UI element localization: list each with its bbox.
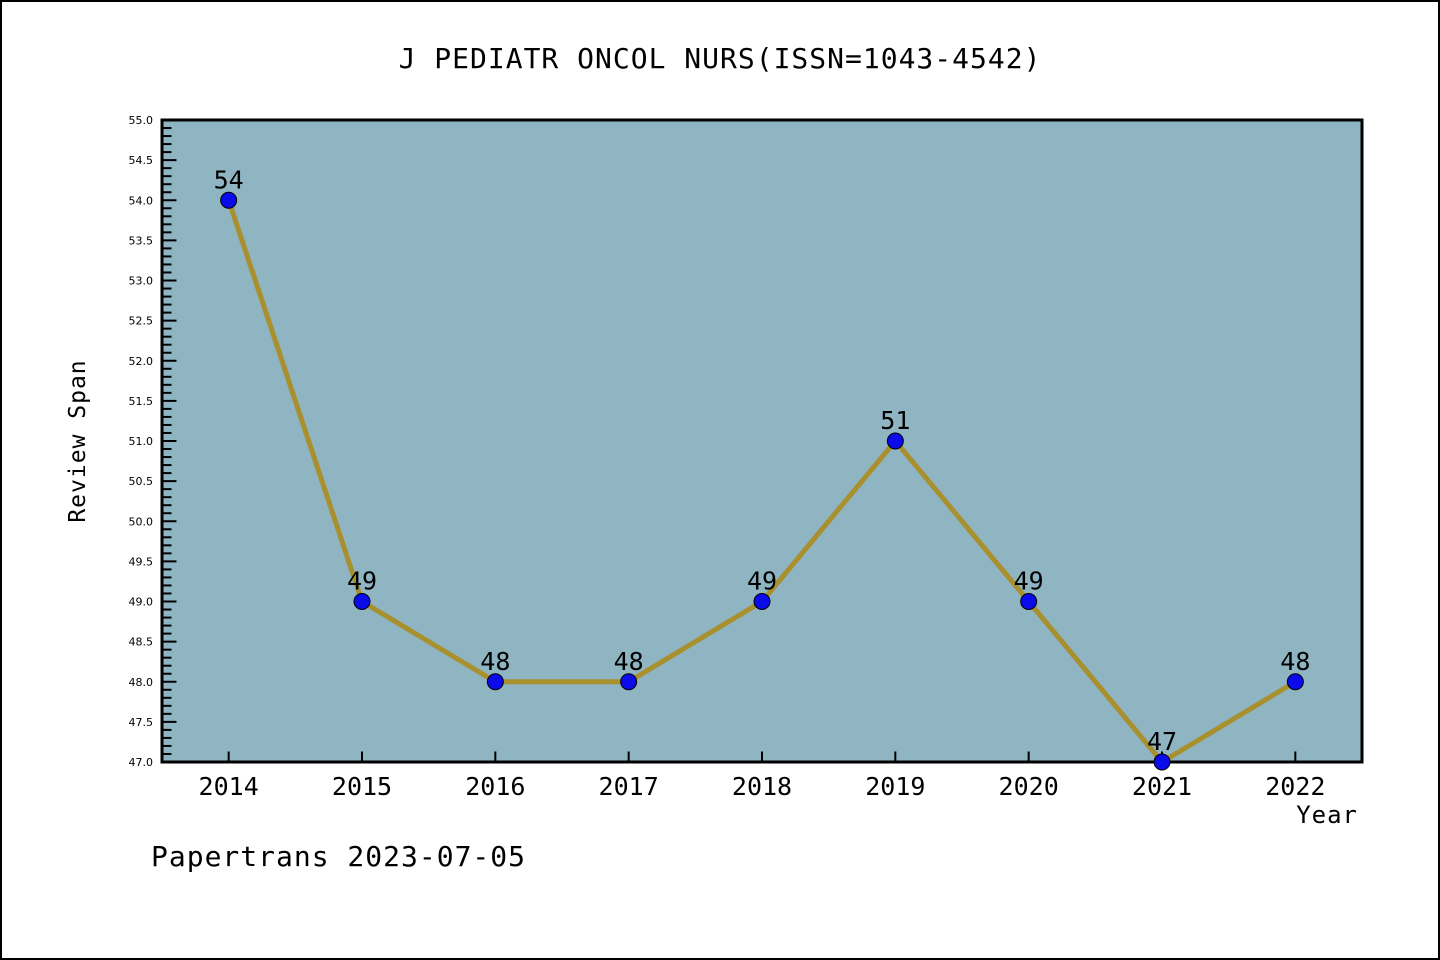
data-point-label: 48 bbox=[1280, 647, 1310, 676]
x-tick-label: 2016 bbox=[465, 772, 525, 801]
x-tick-label: 2019 bbox=[865, 772, 925, 801]
x-tick-label: 2017 bbox=[599, 772, 659, 801]
y-axis-label: Review Span bbox=[65, 359, 91, 523]
data-point-label: 48 bbox=[480, 647, 510, 676]
y-tick-label: 54.0 bbox=[129, 194, 154, 207]
y-tick-label: 53.5 bbox=[129, 234, 154, 247]
x-tick-label: 2022 bbox=[1265, 772, 1325, 801]
footer-text: Papertrans 2023-07-05 bbox=[151, 840, 527, 873]
data-point-label: 51 bbox=[880, 406, 910, 435]
data-point bbox=[753, 593, 771, 610]
plot-background bbox=[160, 118, 1364, 764]
x-tick-label: 2021 bbox=[1132, 772, 1192, 801]
y-tick-label: 52.0 bbox=[129, 355, 154, 368]
data-point bbox=[1153, 753, 1171, 771]
data-point bbox=[886, 432, 904, 450]
x-tick-label: 2015 bbox=[332, 772, 392, 801]
data-point bbox=[620, 673, 638, 691]
chart-title: J PEDIATR ONCOL NURS(ISSN=1043-4542) bbox=[398, 42, 1042, 75]
data-point bbox=[1286, 673, 1304, 691]
x-tick-label: 2018 bbox=[732, 772, 792, 801]
y-tick-label: 51.0 bbox=[129, 435, 154, 448]
y-tick-label: 53.0 bbox=[129, 275, 154, 288]
data-point bbox=[220, 191, 238, 209]
y-tick-label: 49.5 bbox=[129, 555, 154, 568]
data-point-label: 48 bbox=[614, 647, 644, 676]
y-tick-label: 51.5 bbox=[129, 395, 154, 408]
x-axis-label: Year bbox=[1296, 801, 1358, 829]
x-tick-label: 2020 bbox=[999, 772, 1059, 801]
y-tick-label: 47.5 bbox=[129, 716, 154, 729]
y-tick-label: 54.5 bbox=[129, 154, 154, 167]
y-tick-label: 48.0 bbox=[129, 676, 154, 689]
data-point bbox=[486, 673, 504, 691]
data-point bbox=[353, 593, 371, 610]
data-point-label: 49 bbox=[747, 567, 777, 596]
data-point-label: 49 bbox=[347, 567, 377, 596]
data-point bbox=[1020, 593, 1038, 610]
y-tick-label: 50.0 bbox=[129, 515, 154, 528]
y-tick-label: 55.0 bbox=[129, 114, 154, 127]
data-point-label: 47 bbox=[1147, 727, 1177, 756]
y-tick-label: 50.5 bbox=[129, 475, 154, 488]
y-tick-label: 49.0 bbox=[129, 596, 154, 609]
y-tick-label: 52.5 bbox=[129, 315, 154, 328]
data-point-label: 49 bbox=[1014, 567, 1044, 596]
x-tick-label: 2014 bbox=[199, 772, 259, 801]
y-tick-label: 48.5 bbox=[129, 636, 154, 649]
data-point-label: 54 bbox=[214, 165, 244, 194]
y-tick-label: 47.0 bbox=[129, 756, 154, 769]
